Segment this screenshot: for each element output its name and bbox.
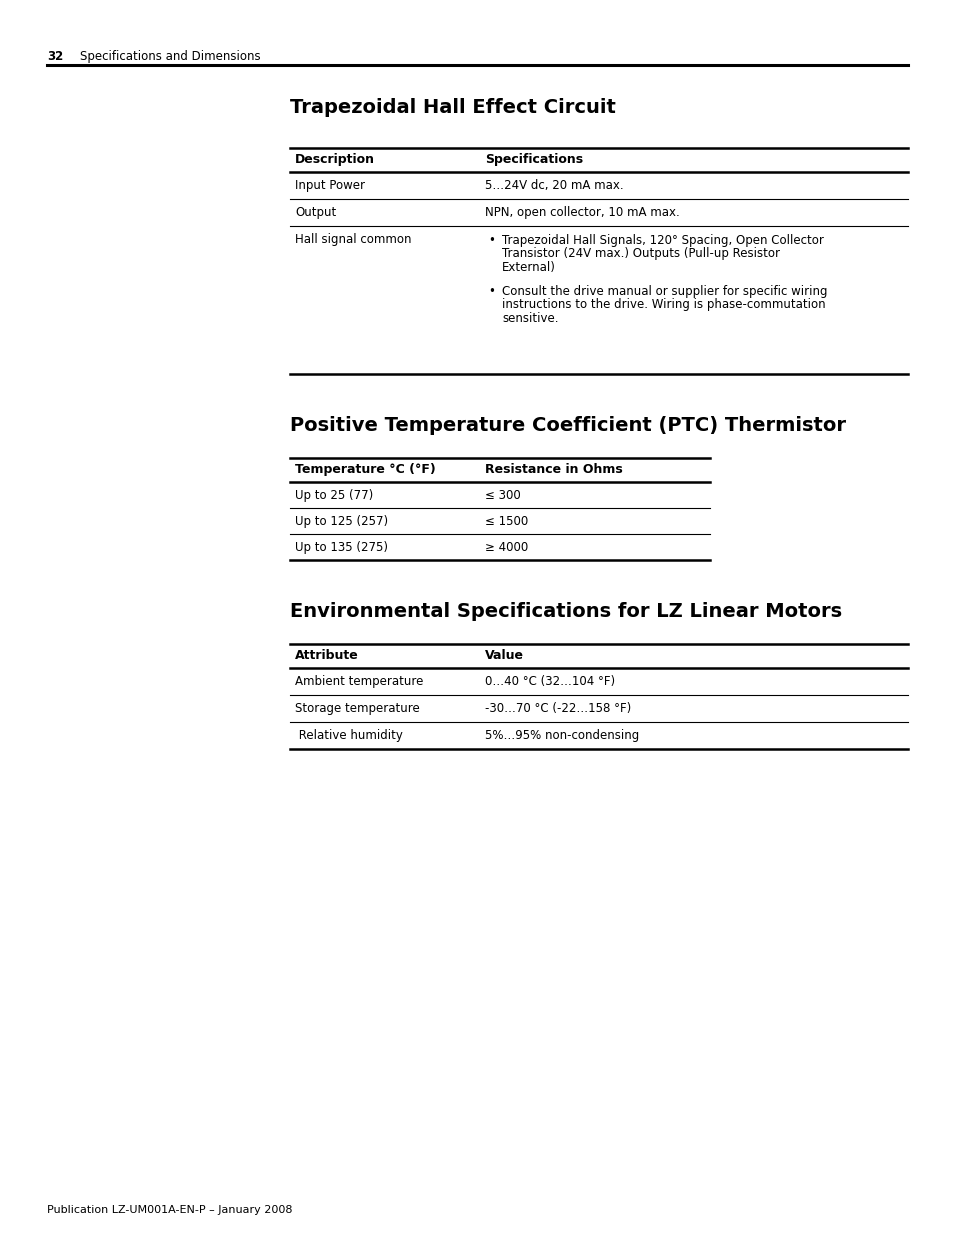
Text: Up to 25 (77): Up to 25 (77): [294, 489, 373, 501]
Text: sensitive.: sensitive.: [501, 311, 558, 325]
Text: Specifications: Specifications: [484, 153, 582, 165]
Text: Temperature °C (°F): Temperature °C (°F): [294, 463, 436, 475]
Text: instructions to the drive. Wiring is phase-commutation: instructions to the drive. Wiring is pha…: [501, 298, 824, 311]
Text: 0…40 °C (32…104 °F): 0…40 °C (32…104 °F): [484, 676, 615, 688]
Text: Storage temperature: Storage temperature: [294, 701, 419, 715]
Text: Hall signal common: Hall signal common: [294, 233, 411, 246]
Text: Environmental Specifications for LZ Linear Motors: Environmental Specifications for LZ Line…: [290, 601, 841, 621]
Text: Input Power: Input Power: [294, 179, 365, 191]
Text: 32: 32: [47, 49, 63, 63]
Text: Specifications and Dimensions: Specifications and Dimensions: [80, 49, 260, 63]
Text: Trapezoidal Hall Signals, 120° Spacing, Open Collector: Trapezoidal Hall Signals, 120° Spacing, …: [501, 233, 823, 247]
Text: 5%…95% non-condensing: 5%…95% non-condensing: [484, 729, 639, 742]
Text: Up to 135 (275): Up to 135 (275): [294, 541, 388, 555]
Text: External): External): [501, 261, 556, 274]
Text: Publication LZ-UM001A-EN-P – January 2008: Publication LZ-UM001A-EN-P – January 200…: [47, 1205, 293, 1215]
Text: Ambient temperature: Ambient temperature: [294, 676, 423, 688]
Text: Consult the drive manual or supplier for specific wiring: Consult the drive manual or supplier for…: [501, 284, 826, 298]
Text: Description: Description: [294, 153, 375, 165]
Text: Positive Temperature Coefficient (PTC) Thermistor: Positive Temperature Coefficient (PTC) T…: [290, 416, 845, 435]
Text: Output: Output: [294, 206, 335, 219]
Text: Up to 125 (257): Up to 125 (257): [294, 515, 388, 529]
Text: Relative humidity: Relative humidity: [294, 729, 402, 742]
Text: Value: Value: [484, 650, 523, 662]
Text: ≥ 4000: ≥ 4000: [484, 541, 528, 555]
Text: ≤ 300: ≤ 300: [484, 489, 520, 501]
Text: -30…70 °C (-22…158 °F): -30…70 °C (-22…158 °F): [484, 701, 631, 715]
Text: •: •: [488, 233, 495, 247]
Text: NPN, open collector, 10 mA max.: NPN, open collector, 10 mA max.: [484, 206, 679, 219]
Text: Resistance in Ohms: Resistance in Ohms: [484, 463, 622, 475]
Text: Transistor (24V max.) Outputs (Pull-up Resistor: Transistor (24V max.) Outputs (Pull-up R…: [501, 247, 780, 261]
Text: 5…24V dc, 20 mA max.: 5…24V dc, 20 mA max.: [484, 179, 623, 191]
Text: ≤ 1500: ≤ 1500: [484, 515, 528, 529]
Text: Trapezoidal Hall Effect Circuit: Trapezoidal Hall Effect Circuit: [290, 98, 616, 117]
Text: •: •: [488, 284, 495, 298]
Text: Attribute: Attribute: [294, 650, 358, 662]
